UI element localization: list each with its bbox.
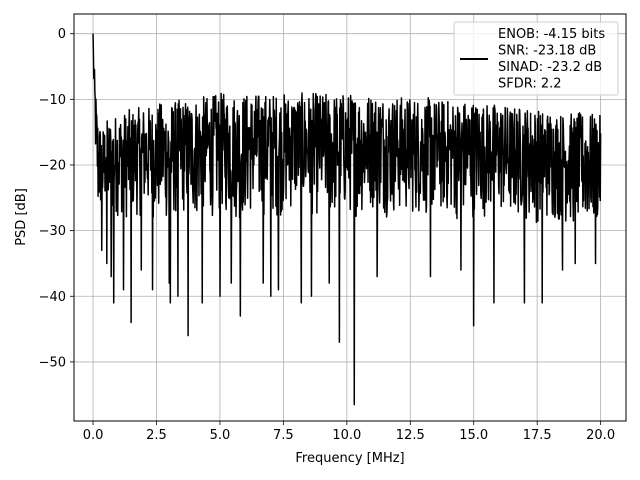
x-tick-label: 7.5 bbox=[273, 428, 294, 443]
plot-frame bbox=[73, 13, 627, 422]
x-axis-label: Frequency [MHz] bbox=[295, 451, 404, 466]
x-tick-label: 10.0 bbox=[332, 428, 361, 443]
legend-line-3: SFDR: 2.2 bbox=[498, 77, 562, 92]
legend-box bbox=[453, 21, 619, 96]
legend-line-2: SINAD: -23.2 dB bbox=[498, 60, 602, 75]
series-layer bbox=[92, 33, 602, 406]
legend-line-0: ENOB: -4.15 bits bbox=[498, 27, 605, 42]
y-tick-label: 0 bbox=[58, 27, 66, 42]
x-tick-label: 5.0 bbox=[210, 428, 231, 443]
y-tick-label: −40 bbox=[39, 290, 66, 305]
legend-line-1: SNR: -23.18 dB bbox=[498, 44, 596, 59]
legend-label: ENOB: -4.15 bits SNR: -23.18 dB SINAD: -23… bbox=[498, 27, 605, 92]
x-tick-label: 12.5 bbox=[396, 428, 425, 443]
psd-series-line bbox=[92, 33, 602, 406]
x-tick-label: 20.0 bbox=[586, 428, 615, 443]
y-axis: 0 −10 −20 −30 −40 −50 bbox=[39, 27, 74, 370]
x-tick-label: 17.5 bbox=[523, 428, 552, 443]
y-tick-label: −50 bbox=[39, 355, 66, 370]
y-tick-label: −20 bbox=[39, 158, 66, 173]
x-tick-label: 15.0 bbox=[459, 428, 488, 443]
x-axis: 0.0 2.5 5.0 7.5 10.0 12.5 15.0 17.5 20.0 bbox=[83, 421, 615, 443]
x-tick-label: 2.5 bbox=[146, 428, 167, 443]
y-tick-label: −10 bbox=[39, 93, 66, 108]
y-tick-label: −30 bbox=[39, 224, 66, 239]
y-axis-label: PSD [dB] bbox=[14, 188, 29, 246]
x-tick-label: 0.0 bbox=[83, 428, 104, 443]
legend: ENOB: -4.15 bits SNR: -23.18 dB SINAD: -23… bbox=[453, 21, 619, 96]
